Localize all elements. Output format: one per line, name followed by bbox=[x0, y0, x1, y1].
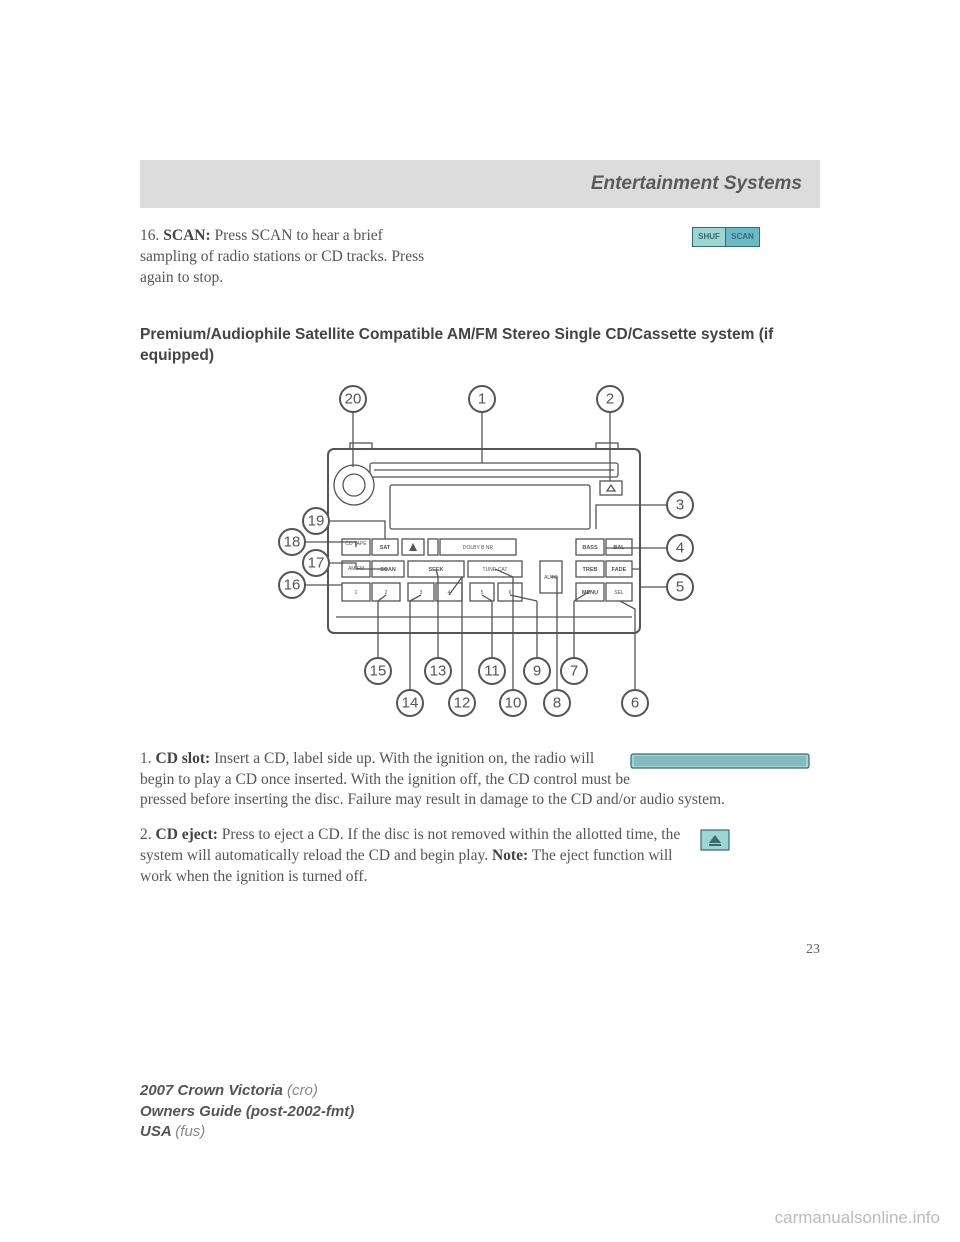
page-number: 23 bbox=[140, 942, 820, 958]
callout-3: 3 bbox=[667, 492, 693, 518]
callout-15: 15 bbox=[365, 658, 391, 684]
section-header: Entertainment Systems bbox=[140, 160, 820, 208]
svg-text:14: 14 bbox=[402, 694, 419, 711]
callout-9: 9 bbox=[524, 658, 550, 684]
svg-text:TREB: TREB bbox=[583, 567, 598, 573]
svg-text:15: 15 bbox=[370, 662, 387, 679]
svg-text:2: 2 bbox=[606, 390, 614, 407]
svg-text:7: 7 bbox=[570, 662, 578, 679]
callout-1: 1 bbox=[469, 386, 495, 412]
callout-5: 5 bbox=[667, 574, 693, 600]
callout-18: 18 bbox=[279, 529, 305, 555]
svg-text:1: 1 bbox=[355, 590, 358, 596]
svg-text:6: 6 bbox=[631, 694, 639, 711]
svg-text:SCAN: SCAN bbox=[380, 567, 396, 573]
svg-text:SAT: SAT bbox=[380, 545, 391, 551]
svg-text:16: 16 bbox=[284, 576, 301, 593]
cd-slot-icon bbox=[630, 753, 810, 776]
svg-text:SEL: SEL bbox=[614, 590, 624, 596]
callout-13: 13 bbox=[425, 658, 451, 684]
scan-label: SCAN bbox=[726, 228, 759, 246]
callout-6: 6 bbox=[622, 690, 648, 716]
svg-text:18: 18 bbox=[284, 533, 301, 550]
footer: 2007 Crown Victoria (cro) Owners Guide (… bbox=[140, 1081, 354, 1142]
callout-4: 4 bbox=[667, 535, 693, 561]
callout-10: 10 bbox=[500, 690, 526, 716]
section-title: Entertainment Systems bbox=[591, 173, 802, 195]
svg-text:5: 5 bbox=[676, 578, 684, 595]
callout-16: 16 bbox=[279, 572, 305, 598]
shuf-label: SHUF bbox=[693, 228, 726, 246]
svg-text:10: 10 bbox=[505, 694, 522, 711]
callout-8: 8 bbox=[544, 690, 570, 716]
svg-text:19: 19 bbox=[308, 512, 325, 529]
svg-text:12: 12 bbox=[454, 694, 471, 711]
shuf-scan-icon: SHUF SCAN bbox=[692, 226, 760, 247]
svg-text:9: 9 bbox=[533, 662, 541, 679]
callout-14: 14 bbox=[397, 690, 423, 716]
callout-12: 12 bbox=[449, 690, 475, 716]
callout-17: 17 bbox=[303, 550, 329, 576]
radio-diagram: CD TAPE SAT DOLBY B NR BASS BAL AM FM SC… bbox=[240, 377, 720, 727]
svg-text:11: 11 bbox=[484, 662, 500, 679]
svg-text:3: 3 bbox=[676, 496, 684, 513]
svg-text:17: 17 bbox=[308, 554, 325, 571]
callout-20: 20 bbox=[340, 386, 366, 412]
svg-text:AUTO: AUTO bbox=[544, 575, 558, 581]
callout-7: 7 bbox=[561, 658, 587, 684]
svg-text:13: 13 bbox=[430, 662, 447, 679]
svg-text:20: 20 bbox=[345, 390, 362, 407]
item-16-text: 16. SCAN: Press SCAN to hear a brief sam… bbox=[140, 226, 440, 289]
callout-19: 19 bbox=[303, 508, 329, 534]
svg-text:TUNE-CAT: TUNE-CAT bbox=[483, 567, 508, 573]
svg-text:FADE: FADE bbox=[612, 567, 627, 573]
callout-11: 11 bbox=[479, 658, 505, 684]
svg-text:1: 1 bbox=[478, 390, 486, 407]
section-heading: Premium/Audiophile Satellite Compatible … bbox=[140, 325, 820, 367]
watermark: carmanualsonline.info bbox=[775, 1208, 940, 1228]
svg-text:8: 8 bbox=[553, 694, 561, 711]
eject-icon bbox=[700, 829, 730, 856]
svg-text:DOLBY B NR: DOLBY B NR bbox=[463, 545, 494, 551]
svg-text:4: 4 bbox=[676, 539, 684, 556]
svg-text:BASS: BASS bbox=[582, 545, 598, 551]
callout-2: 2 bbox=[597, 386, 623, 412]
